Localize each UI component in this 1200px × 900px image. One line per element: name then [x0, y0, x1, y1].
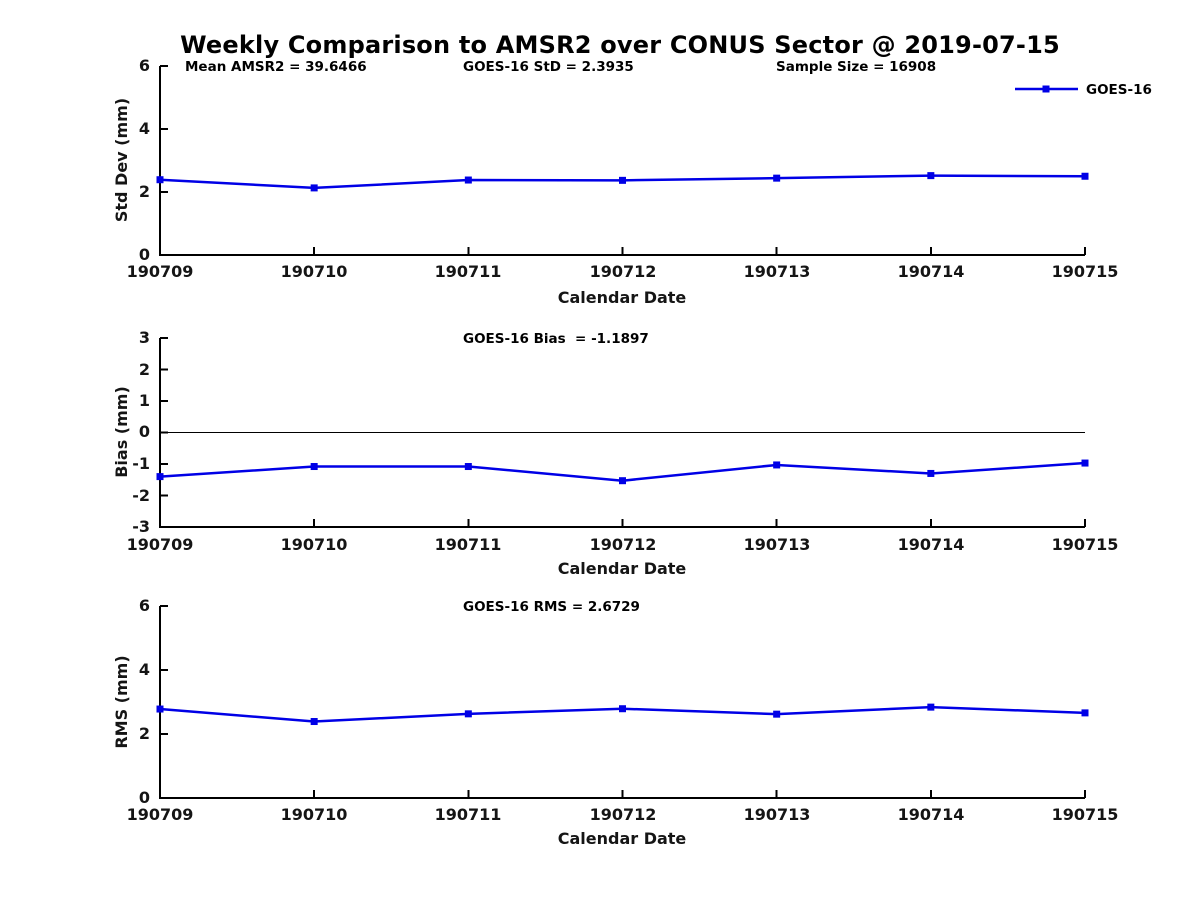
annotation-goes16-rms: GOES-16 RMS = 2.6729 [463, 599, 640, 615]
x-tick-label: 190711 [434, 535, 502, 554]
annotation-goes16-bias: GOES-16 Bias = -1.1897 [463, 331, 649, 347]
subplot-2-bias [156, 337, 1089, 528]
x-tick-label: 190709 [126, 262, 194, 281]
x-tick-label: 190714 [897, 262, 965, 281]
data-marker [1081, 459, 1089, 467]
y-axis-label: RMS (mm) [112, 655, 131, 749]
figure-title: Weekly Comparison to AMSR2 over CONUS Se… [180, 31, 1060, 59]
x-tick-label: 190712 [589, 262, 657, 281]
data-marker [927, 172, 935, 180]
x-tick-label: 190710 [280, 262, 348, 281]
data-marker [310, 184, 318, 192]
y-tick-label: 0 [138, 788, 150, 807]
x-tick-label: 190715 [1051, 805, 1119, 824]
legend [1015, 85, 1078, 93]
annotation-mean-amsr2: Mean AMSR2 = 39.6466 [185, 59, 367, 75]
x-tick-label: 190714 [897, 805, 965, 824]
data-marker [156, 705, 164, 713]
axis-spines [159, 66, 1085, 256]
data-marker [310, 718, 318, 726]
data-marker [619, 705, 626, 713]
y-tick-label: 1 [138, 391, 150, 410]
x-tick-label: 190714 [897, 535, 965, 554]
legend-marker-sample [1042, 85, 1050, 93]
x-tick-label: 190712 [589, 535, 657, 554]
x-tick-label: 190709 [126, 805, 194, 824]
y-tick-label: 0 [138, 422, 150, 441]
x-axis-label: Calendar Date [557, 829, 687, 848]
y-tick-label: -1 [132, 454, 150, 473]
data-marker [310, 463, 318, 471]
data-marker [156, 176, 164, 184]
annotation-goes16-std: GOES-16 StD = 2.3935 [463, 59, 634, 75]
data-marker [464, 710, 472, 718]
y-tick-label: 2 [138, 724, 150, 743]
x-axis-label: Calendar Date [557, 559, 687, 578]
y-tick-label: -2 [132, 486, 150, 505]
axis-spines [159, 606, 1085, 799]
legend-label-goes16: GOES-16 [1086, 82, 1152, 98]
y-tick-label: 2 [138, 360, 150, 379]
x-tick-label: 190709 [126, 535, 194, 554]
y-axis-label: Bias (mm) [112, 386, 131, 478]
data-marker [1081, 709, 1089, 717]
x-tick-label: 190713 [743, 262, 811, 281]
data-marker [773, 174, 781, 182]
y-tick-label: 6 [138, 56, 150, 75]
data-marker [1081, 172, 1089, 180]
x-tick-label: 190713 [743, 535, 811, 554]
data-marker [773, 710, 781, 718]
x-tick-label: 190711 [434, 262, 502, 281]
y-tick-label: 6 [138, 596, 150, 615]
y-tick-label: 4 [138, 119, 150, 138]
annotation-sample-size: Sample Size = 16908 [776, 59, 937, 75]
subplot-1-std-dev [156, 65, 1089, 256]
data-marker [927, 469, 935, 477]
data-marker [156, 473, 164, 481]
x-tick-label: 190712 [589, 805, 657, 824]
data-marker [464, 176, 472, 184]
x-tick-label: 190710 [280, 535, 348, 554]
x-tick-label: 190715 [1051, 535, 1119, 554]
subplot-3-rms [156, 605, 1089, 799]
y-tick-label: 0 [138, 245, 150, 264]
x-tick-label: 190711 [434, 805, 502, 824]
x-tick-label: 190713 [743, 805, 811, 824]
x-tick-label: 190715 [1051, 262, 1119, 281]
y-tick-label: 4 [138, 660, 150, 679]
data-marker [927, 703, 935, 711]
y-tick-label: 2 [138, 182, 150, 201]
data-marker [773, 461, 781, 469]
x-axis-label: Calendar Date [557, 288, 687, 307]
data-marker [619, 176, 626, 184]
y-tick-label: 3 [138, 328, 150, 347]
data-marker [619, 477, 626, 485]
y-axis-label: Std Dev (mm) [112, 97, 131, 223]
x-tick-label: 190710 [280, 805, 348, 824]
data-marker [464, 463, 472, 471]
y-tick-label: -3 [132, 517, 150, 536]
